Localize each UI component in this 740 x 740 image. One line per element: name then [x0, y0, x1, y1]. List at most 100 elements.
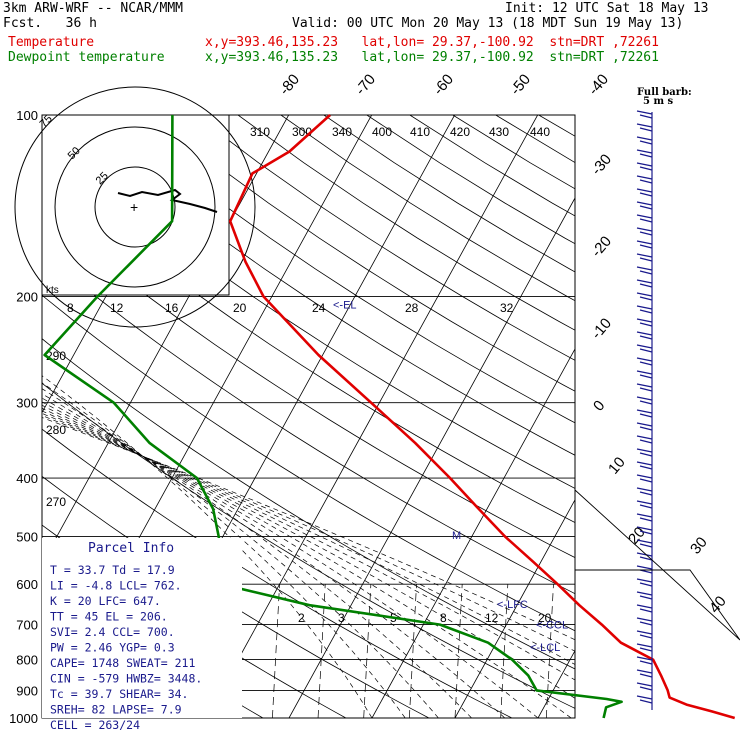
dewpoint-location: x,y=393.46,135.23 lat,lon= 29.37,-100.92… [205, 50, 659, 65]
wind-barb [636, 214, 653, 219]
wind-barb [636, 201, 653, 206]
wind-barb [639, 400, 653, 405]
wind-barb [636, 292, 653, 297]
wind-barb [639, 361, 653, 366]
wind-barb [636, 370, 653, 375]
wind-barb [636, 396, 653, 401]
wind-barb [639, 634, 653, 639]
wind-barb [636, 175, 653, 180]
theta-label: 440 [530, 125, 550, 139]
wind-barb [636, 500, 653, 505]
pressure-tick-label: 1000 [9, 711, 38, 726]
moist-adiabat [42, 415, 575, 652]
mixing-ratio-label: 8 [440, 611, 447, 625]
wind-barb [639, 426, 653, 431]
mixing-ratio-line [317, 584, 326, 718]
wind-barb [639, 582, 653, 587]
valid-time: Valid: 00 UTC Mon 20 May 13 (18 MDT Sun … [292, 16, 684, 31]
wind-barb [639, 673, 653, 678]
mixing-ratio-label: 12 [110, 301, 124, 315]
temperature-tick-label: 30 [687, 534, 711, 558]
wind-barb [636, 331, 653, 336]
plot-frame [41, 114, 576, 719]
wind-barb [639, 244, 653, 249]
wind-barb [636, 656, 653, 661]
wind-barb [636, 461, 653, 466]
parcel-info-row: CIN = -579 HWBZ= 3448. [50, 672, 202, 686]
wind-barb [636, 474, 653, 479]
mixing-ratio-label: 20 [538, 611, 552, 625]
dry-adiabat [42, 252, 575, 595]
level-marker: <-LCL [530, 642, 560, 654]
wind-barb [636, 227, 653, 232]
level-marker: <-CCL [536, 620, 568, 632]
moist-adiabat [42, 401, 539, 718]
isotherm [371, 348, 575, 718]
wind-barb [639, 543, 653, 548]
pressure-tick-label: 100 [16, 108, 38, 123]
dry-adiabat [151, 115, 575, 392]
dry-adiabat [42, 294, 575, 632]
temperature-tick-label: 10 [605, 454, 629, 478]
parcel-info-row: SVI= 2.4 CCL= 700. [50, 625, 175, 639]
wind-barb [636, 526, 653, 531]
pressure-tick-label: 600 [16, 577, 38, 592]
wind-barb [639, 530, 653, 535]
wind-barb [639, 153, 653, 158]
dry-adiabat [495, 115, 575, 164]
theta-label: 420 [450, 125, 470, 139]
hodograph-ring [14, 86, 256, 328]
skew-frame-extension [574, 489, 740, 641]
mixing-ratio-line [545, 584, 554, 718]
forecast-hour: Fcst. 36 h [3, 16, 97, 31]
dry-adiabat [108, 115, 575, 424]
wind-barb [636, 266, 653, 271]
dry-adiabat [42, 382, 575, 709]
mixing-ratio-line [409, 584, 417, 718]
hodograph-ring [54, 126, 216, 288]
wind-barb [639, 686, 653, 691]
dry-adiabat [280, 115, 575, 302]
wind-barb [639, 231, 653, 236]
theta-label: 270 [46, 495, 66, 509]
wind-barb [636, 539, 653, 544]
wind-barb [636, 422, 653, 427]
mixing-ratio-line [454, 584, 463, 718]
hodograph-origin: + [130, 199, 138, 215]
parcel-info-title: Parcel Info [88, 541, 174, 556]
parcel-info-row: CELL = 263/24 [50, 718, 140, 732]
parcel-info-row: TT = 45 EL = 206. [50, 610, 168, 624]
wind-barb [639, 647, 653, 652]
wind-barb [639, 660, 653, 665]
moist-adiabat [42, 393, 472, 718]
isotherm [288, 197, 575, 718]
theta-label: 340 [332, 125, 352, 139]
isotherm [454, 498, 575, 718]
theta-label: 400 [372, 125, 392, 139]
mixing-ratio-label: 32 [500, 301, 514, 315]
temperature-tick-label: -50 [507, 71, 534, 99]
level-marker: M [452, 530, 461, 542]
temperature-tick-label: 40 [706, 593, 730, 617]
wind-legend-units: 5 m s [643, 96, 674, 107]
wind-barb [639, 166, 653, 171]
wind-barb [636, 695, 653, 700]
wind-barb [639, 270, 653, 275]
wind-barb [639, 114, 653, 119]
wind-barb [639, 374, 653, 379]
isotherm [704, 115, 740, 718]
theta-label: 430 [489, 125, 509, 139]
pressure-tick-label: 200 [16, 290, 38, 305]
wind-barb [636, 513, 653, 518]
moist-adiabat [42, 407, 575, 699]
wind-barb [639, 179, 653, 184]
wind-barb [639, 335, 653, 340]
temperature-tick-label: -40 [585, 71, 612, 99]
temperature-tick-label: -10 [588, 315, 615, 343]
dry-adiabat [194, 115, 575, 361]
wind-barb [636, 253, 653, 258]
wind-barb [639, 413, 653, 418]
temperature-tick-label: -30 [588, 151, 615, 179]
wind-barb [636, 110, 653, 115]
temperature-tick-label: -80 [276, 71, 303, 99]
